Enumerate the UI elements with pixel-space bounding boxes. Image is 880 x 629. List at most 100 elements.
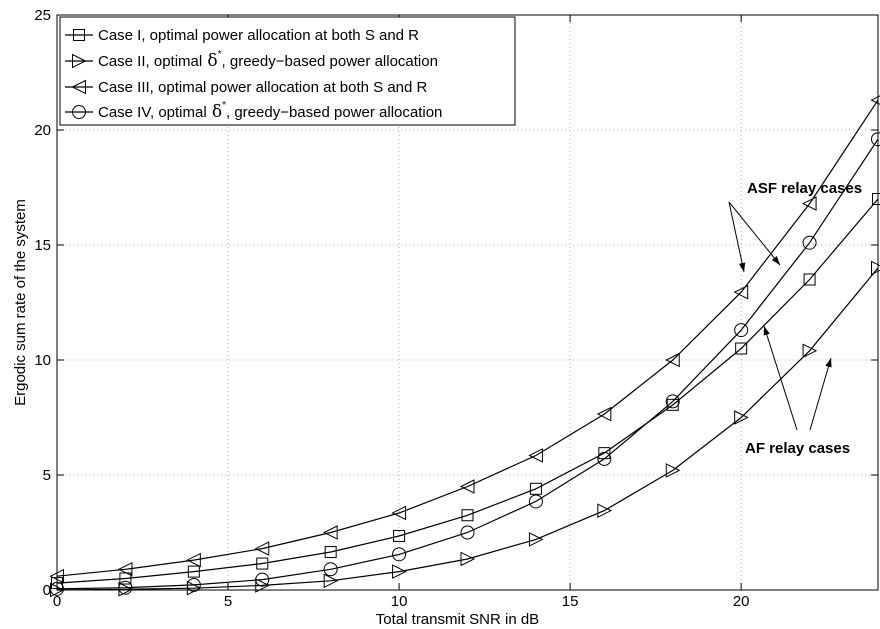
legend-entry-3: Case III, optimal power allocation at bo…: [65, 79, 428, 96]
y-tick-label: 15: [34, 237, 51, 254]
data-point: [256, 557, 269, 570]
legend-entry-1: Case I, optimal power allocation at both…: [65, 27, 419, 44]
series-line: [56, 267, 879, 591]
data-point: [392, 564, 407, 579]
data-point: [118, 580, 133, 595]
legend-marker: [72, 53, 87, 69]
data-point: [186, 552, 201, 568]
plot-frame: [56, 14, 879, 591]
legend-marker: [73, 29, 85, 41]
data-point: [802, 235, 817, 250]
data-point: [460, 525, 475, 540]
x-tick-label: 15: [562, 593, 579, 610]
data-point: [801, 196, 817, 211]
series-layer: [49, 95, 880, 598]
data-point: [255, 572, 270, 587]
annotation-arrow: [809, 357, 832, 431]
data-point: [528, 532, 544, 547]
data-point: [735, 342, 748, 355]
legend-label-sup: *: [218, 49, 222, 60]
data-point: [528, 494, 543, 509]
data-point: [529, 482, 542, 495]
data-point: [186, 577, 201, 592]
data-point: [323, 525, 338, 540]
legend-label-suffix: , greedy−based power allocation: [226, 104, 442, 121]
annotation-arrow: [728, 201, 745, 273]
legend-label: Case II, optimal δ*, greedy−based power …: [98, 49, 438, 71]
data-point: [323, 562, 338, 577]
y-tick-label: 5: [43, 467, 51, 484]
legend-label-delta: δ: [207, 51, 217, 71]
legend-label: Case IV, optimal δ*, greedy−based power …: [98, 100, 442, 122]
data-point: [254, 541, 270, 556]
data-point: [665, 463, 681, 478]
data-point: [803, 273, 816, 286]
y-tick-label: 0: [43, 582, 51, 599]
data-point: [596, 406, 612, 422]
y-axis-label: Ergodic sum rate of the system: [12, 199, 29, 406]
y-tick-label: 25: [34, 7, 51, 24]
data-point: [871, 260, 880, 276]
legend-label-prefix: Case III, optimal power allocation at bo…: [98, 79, 428, 96]
series-4: [50, 132, 880, 596]
legend-label: Case III, optimal power allocation at bo…: [98, 79, 428, 96]
data-point: [597, 503, 612, 518]
data-point: [665, 394, 680, 409]
legend-entry-4: Case IV, optimal δ*, greedy−based power …: [65, 100, 442, 122]
annotation-arrowhead: [738, 262, 746, 272]
legend-entry-2: Case II, optimal δ*, greedy−based power …: [65, 49, 438, 71]
data-point: [392, 547, 407, 562]
data-point: [117, 561, 133, 577]
data-point: [459, 479, 475, 494]
data-point: [870, 95, 880, 105]
annotation-arrowhead: [825, 358, 832, 368]
data-point: [323, 573, 339, 589]
legend: Case I, optimal power allocation at both…: [59, 16, 516, 126]
annotation-arrowhead: [763, 326, 770, 336]
data-point: [460, 551, 476, 567]
annotation-af-relay-cases: AF relay cases: [745, 440, 850, 457]
data-point: [734, 323, 749, 338]
series-line: [56, 99, 879, 577]
legend-label-prefix: Case IV, optimal: [98, 104, 211, 121]
x-tick-label: 10: [391, 593, 408, 610]
series-line: [56, 138, 879, 590]
annotation-arrow: [728, 201, 781, 266]
annotation-arrow: [763, 325, 798, 431]
x-axis-label: Total transmit SNR in dB: [376, 611, 539, 628]
y-tick-label: 20: [34, 122, 51, 139]
legend-marker: [72, 105, 86, 119]
annotation-arrowhead: [771, 255, 780, 265]
data-point: [393, 529, 406, 542]
legend-label: Case I, optimal power allocation at both…: [98, 27, 419, 44]
annotation-asf-relay-cases: ASF relay cases: [747, 180, 862, 197]
legend-label-suffix: , greedy−based power allocation: [222, 53, 438, 70]
legend-label-prefix: Case I, optimal power allocation at both…: [98, 27, 419, 44]
legend-label-sup: *: [222, 100, 226, 111]
annotations-layer: ASF relay cases AF relay cases: [728, 180, 862, 457]
legend-label-delta: δ: [212, 102, 222, 122]
data-point: [665, 352, 680, 368]
x-tick-label: 5: [224, 593, 232, 610]
axes-layer: 0 5 10 15 20 0 5 10 15 20 25 Total transmit SNR in …: [12, 7, 879, 628]
data-point: [871, 132, 880, 147]
data-point: [734, 410, 749, 425]
legend-box: [59, 16, 516, 126]
data-point: [597, 451, 612, 466]
x-tick-label: 20: [733, 593, 750, 610]
series-1: [51, 193, 880, 590]
data-point: [802, 343, 818, 359]
data-point: [187, 565, 200, 578]
data-point: [255, 578, 270, 593]
legend-label-prefix: Case II, optimal: [98, 53, 206, 70]
data-point: [461, 509, 474, 522]
legend-marker: [71, 79, 86, 95]
data-point: [324, 546, 337, 559]
grid-lines: [57, 15, 878, 590]
y-tick-label: 10: [34, 352, 51, 369]
data-point: [528, 448, 543, 463]
data-point: [733, 284, 749, 300]
series-line: [56, 198, 879, 584]
data-point: [872, 193, 880, 205]
